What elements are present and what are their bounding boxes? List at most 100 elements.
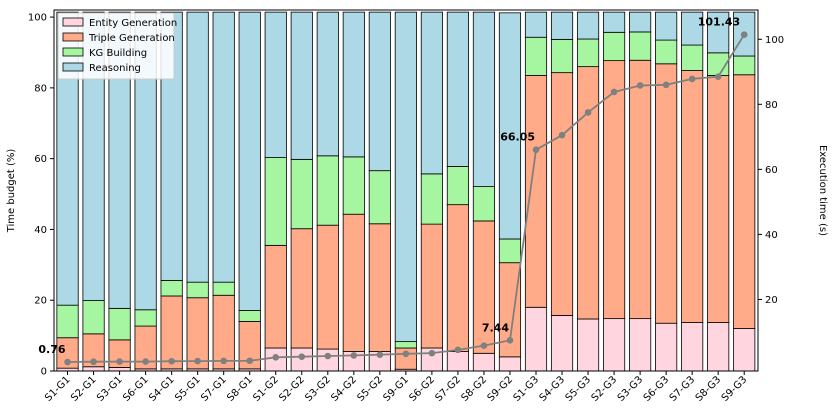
bar-segment-triple-generation — [342, 213, 365, 352]
x-tick-label: S4-G1 — [147, 374, 177, 404]
y-tick-label: 100 — [28, 13, 47, 24]
x-tick-label: S6-G1 — [121, 374, 151, 404]
execution-time-point — [194, 357, 201, 365]
y-axis-ticks — [50, 16, 762, 375]
x-tick-label: S1-G2 — [251, 374, 281, 404]
bar-segment-triple-generation — [420, 223, 443, 349]
y-tick-label: 0 — [41, 367, 47, 378]
bar-segment-kg-building — [603, 31, 626, 62]
x-tick-label: S1-G1 — [43, 374, 73, 404]
bar-segment-kg-building — [264, 157, 287, 246]
legend-swatch — [62, 47, 84, 57]
bar-segment-kg-building — [681, 44, 704, 71]
bar-segment-kg-building — [186, 281, 209, 299]
x-tick-label: S2-G2 — [277, 374, 307, 404]
bar-segment-entity-generation — [550, 315, 574, 372]
bar-segment-reasoning — [655, 11, 678, 41]
y-axis-title: Time budget (%) — [6, 149, 17, 234]
bar-segment-triple-generation — [264, 244, 287, 349]
bar-segment-entity-generation — [316, 348, 339, 372]
bar-segment-kg-building — [108, 307, 131, 341]
x-tick-label: S2-G3 — [590, 374, 620, 404]
x-tick-label: S5-G1 — [173, 374, 203, 404]
legend-label: Entity Generation — [89, 18, 177, 29]
bar-segment-kg-building — [160, 279, 183, 297]
x-tick-label: S1-G3 — [512, 374, 542, 404]
bar-segment-reasoning — [368, 11, 391, 172]
bar-segment-entity-generation — [108, 367, 131, 372]
bar-segment-kg-building — [472, 186, 496, 222]
x-tick-label: S4-G2 — [329, 374, 359, 404]
y-tick-label: 80 — [34, 83, 47, 94]
x-tick-label: S8-G3 — [694, 374, 724, 404]
bar-segment-kg-building — [134, 309, 157, 327]
bar-segment-reasoning — [56, 11, 79, 306]
x-tick-label: S2-G1 — [69, 374, 99, 404]
execution-time-point — [246, 357, 254, 365]
bar-segment-kg-building — [629, 31, 652, 61]
bar-segment-kg-building — [290, 158, 313, 230]
x-tick-label: S7-G1 — [199, 374, 229, 404]
bar-segment-kg-building — [212, 281, 235, 296]
y2-tick-label: 60 — [765, 165, 778, 176]
x-tick-label: S3-G1 — [95, 374, 125, 404]
execution-time-point — [480, 342, 488, 349]
bar-segment-triple-generation — [446, 204, 469, 352]
bar-segment-triple-generation — [629, 59, 652, 320]
bar-segment-kg-building — [82, 300, 105, 335]
annotation-max-g3: 101.43 — [698, 16, 740, 29]
bar-segment-entity-generation — [446, 351, 469, 372]
bar-segment-entity-generation — [576, 318, 600, 372]
bar-segment-entity-generation — [733, 328, 756, 372]
execution-time-point — [402, 350, 410, 358]
bar-segment-kg-building — [733, 55, 756, 76]
execution-time-point — [662, 81, 670, 89]
execution-time-point — [298, 353, 306, 360]
execution-time-point — [740, 31, 748, 38]
execution-time-point — [636, 82, 644, 89]
bar-segment-reasoning — [550, 11, 574, 40]
execution-time-point — [506, 336, 514, 344]
execution-time-point — [168, 357, 175, 365]
y2-axis-title: Execution time (s) — [817, 145, 828, 236]
bar-segment-reasoning — [472, 11, 496, 188]
x-tick-label: S3-G2 — [303, 374, 333, 404]
bar-segment-reasoning — [212, 11, 235, 283]
execution-time-point — [454, 346, 462, 354]
x-tick-label: S9-G2 — [486, 374, 516, 404]
x-tick-label: S3-G3 — [616, 374, 646, 404]
bar-segment-reasoning — [342, 11, 365, 158]
execution-time-point — [584, 109, 592, 116]
bar-segment-entity-generation — [707, 322, 730, 372]
y2-tick-label: 40 — [765, 230, 778, 241]
axes — [53, 9, 759, 372]
bar-segment-kg-building — [446, 166, 469, 206]
legend-label: KG Building — [89, 48, 147, 59]
bar-segment-reasoning — [603, 11, 626, 33]
annotation-min-g1: 0.76 — [38, 343, 65, 356]
bar-segment-reasoning — [264, 11, 287, 158]
bar-segment-reasoning — [681, 11, 704, 46]
bar-segment-reasoning — [707, 11, 730, 54]
bar-segment-kg-building — [498, 238, 522, 264]
execution-time-point — [142, 358, 149, 365]
x-tick-label: S4-G3 — [538, 374, 568, 404]
bar-segment-triple-generation — [655, 63, 678, 324]
x-tick-label: S9-G1 — [381, 374, 411, 404]
bar-segment-triple-generation — [316, 224, 339, 350]
legend-box — [57, 12, 175, 80]
annotations: 0.76 7.44 66.05 101.43 — [38, 16, 740, 356]
y2-tick-label: 100 — [765, 35, 784, 46]
bar-segment-kg-building — [576, 38, 600, 68]
execution-time-point — [428, 349, 436, 357]
x-tick-label: S7-G2 — [433, 374, 463, 404]
bar-segment-reasoning — [186, 11, 209, 283]
annotation-max-g2: 7.44 — [482, 321, 509, 334]
execution-time-point — [324, 352, 332, 360]
bar-segment-reasoning — [134, 11, 157, 311]
legend-swatch — [62, 32, 84, 42]
bar-segment-entity-generation — [472, 352, 496, 372]
execution-time-point — [90, 358, 97, 366]
x-tick-label: S5-G3 — [564, 374, 594, 404]
execution-time-point — [64, 358, 71, 366]
